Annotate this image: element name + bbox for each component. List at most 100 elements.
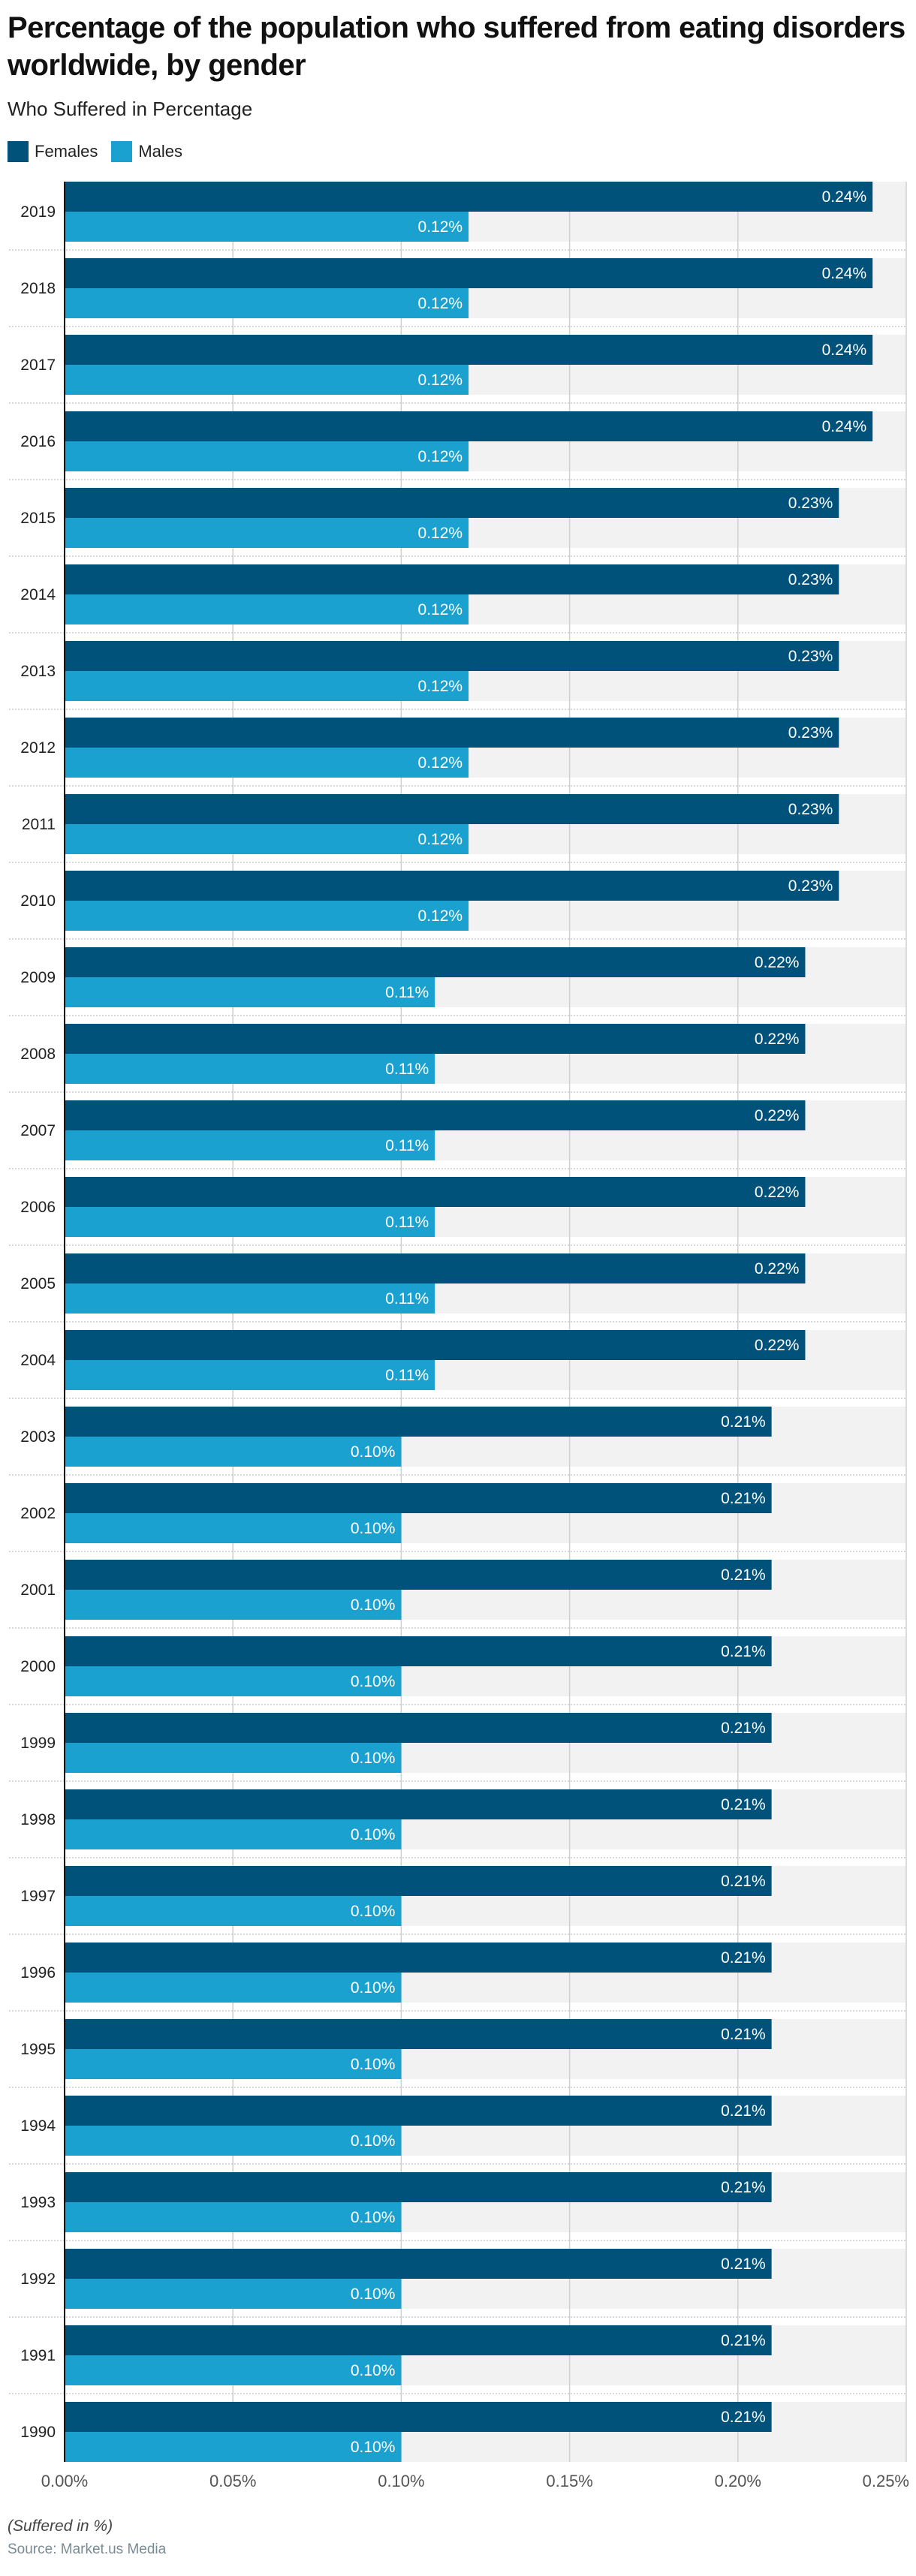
x-tick-label: 0.15% <box>546 2472 592 2490</box>
bar-males <box>65 288 469 318</box>
category-label: 2004 <box>20 1352 56 1369</box>
bar-females <box>65 1024 806 1054</box>
category-label: 2001 <box>20 1581 56 1599</box>
bar-males <box>65 1207 435 1237</box>
bar-males <box>65 1283 435 1314</box>
data-label-females: 0.21% <box>721 2179 766 2196</box>
data-label-males: 0.10% <box>351 1596 396 1614</box>
category-label: 2019 <box>20 203 56 221</box>
data-label-males: 0.10% <box>351 1750 396 1767</box>
bar-males <box>65 1437 402 1467</box>
bar-females <box>65 1483 772 1513</box>
data-label-males: 0.10% <box>351 1673 396 1690</box>
bar-females <box>65 2249 772 2279</box>
category-label: 2006 <box>20 1199 56 1216</box>
legend-item-females[interactable]: Females <box>8 141 98 162</box>
data-label-females: 0.23% <box>788 495 833 512</box>
bar-males <box>65 1819 402 1849</box>
category-label: 2003 <box>20 1428 56 1446</box>
category-label: 2014 <box>20 586 56 603</box>
category-label: 2007 <box>20 1122 56 1139</box>
data-label-males: 0.11% <box>385 984 429 1001</box>
x-tick-label: 0.10% <box>378 2472 424 2490</box>
category-label: 1993 <box>20 2194 56 2211</box>
category-label: 1990 <box>20 2424 56 2441</box>
bar-males <box>65 594 469 624</box>
bar-males <box>65 2432 402 2462</box>
data-label-females: 0.21% <box>721 1643 766 1660</box>
data-label-males: 0.11% <box>385 1290 429 1308</box>
category-label: 2002 <box>20 1505 56 1522</box>
bar-females <box>65 488 839 518</box>
bar-females <box>65 1789 772 1819</box>
data-label-females: 0.21% <box>721 1873 766 1890</box>
legend-label-males: Males <box>138 142 183 161</box>
category-label: 1995 <box>20 2041 56 2058</box>
category-label: 2005 <box>20 1275 56 1293</box>
bar-females <box>65 1100 806 1130</box>
bar-males <box>65 824 469 854</box>
category-label: 1999 <box>20 1735 56 1752</box>
legend-item-males[interactable]: Males <box>111 141 182 162</box>
x-tick-label: 0.25% <box>863 2472 909 2490</box>
legend-swatch-males <box>111 141 133 162</box>
axis-unit-note: (Suffered in %) <box>8 2517 113 2535</box>
bar-males <box>65 901 469 931</box>
category-label: 2012 <box>20 739 56 757</box>
bar-females <box>65 871 839 901</box>
bar-males <box>65 1743 402 1773</box>
x-tick-label: 0.05% <box>209 2472 256 2490</box>
bar-females <box>65 718 839 748</box>
data-label-females: 0.21% <box>721 1949 766 1967</box>
bar-males <box>65 671 469 701</box>
data-label-females: 0.21% <box>721 1490 766 1507</box>
data-label-males: 0.10% <box>351 1826 396 1843</box>
category-label: 1994 <box>20 2117 56 2135</box>
data-label-males: 0.10% <box>351 2056 396 2073</box>
data-label-males: 0.12% <box>418 907 463 925</box>
data-label-females: 0.22% <box>755 1031 800 1048</box>
bar-females <box>65 1866 772 1896</box>
bar-males <box>65 518 469 548</box>
bar-females <box>65 2019 772 2049</box>
data-label-females: 0.23% <box>788 724 833 742</box>
bar-females <box>65 258 873 288</box>
data-label-females: 0.21% <box>721 2409 766 2426</box>
bar-females <box>65 794 839 824</box>
chart-subtitle: Who Suffered in Percentage <box>8 98 253 120</box>
data-label-males: 0.12% <box>418 831 463 848</box>
bar-males <box>65 2279 402 2309</box>
data-label-females: 0.21% <box>721 1796 766 1813</box>
bar-males <box>65 1666 402 1696</box>
data-label-females: 0.22% <box>755 1337 800 1354</box>
data-label-females: 0.24% <box>822 418 867 435</box>
bar-males <box>65 212 469 242</box>
legend-label-females: Females <box>35 142 98 161</box>
data-label-males: 0.12% <box>418 295 463 312</box>
category-label: 2008 <box>20 1046 56 1063</box>
bar-females <box>65 947 806 977</box>
data-label-females: 0.23% <box>788 801 833 818</box>
data-label-males: 0.10% <box>351 1443 396 1461</box>
data-label-males: 0.11% <box>385 1137 429 1154</box>
data-label-males: 0.12% <box>418 754 463 772</box>
data-label-females: 0.22% <box>755 1260 800 1277</box>
bar-females <box>65 335 873 365</box>
data-label-males: 0.10% <box>351 2286 396 2303</box>
x-tick-label: 0.20% <box>715 2472 761 2490</box>
data-label-males: 0.12% <box>418 525 463 542</box>
bar-females <box>65 2096 772 2126</box>
bar-females <box>65 411 873 441</box>
category-label: 1998 <box>20 1811 56 1828</box>
bar-males <box>65 441 469 471</box>
data-label-males: 0.10% <box>351 1903 396 1920</box>
bar-males <box>65 365 469 395</box>
category-label: 2009 <box>20 969 56 986</box>
data-label-females: 0.21% <box>721 1720 766 1737</box>
source-credit: Source: Market.us Media <box>8 2541 167 2557</box>
category-label: 2015 <box>20 510 56 527</box>
bar-females <box>65 2172 772 2202</box>
category-label: 2016 <box>20 433 56 450</box>
data-label-females: 0.23% <box>788 877 833 895</box>
legend-swatch-females <box>8 141 29 162</box>
